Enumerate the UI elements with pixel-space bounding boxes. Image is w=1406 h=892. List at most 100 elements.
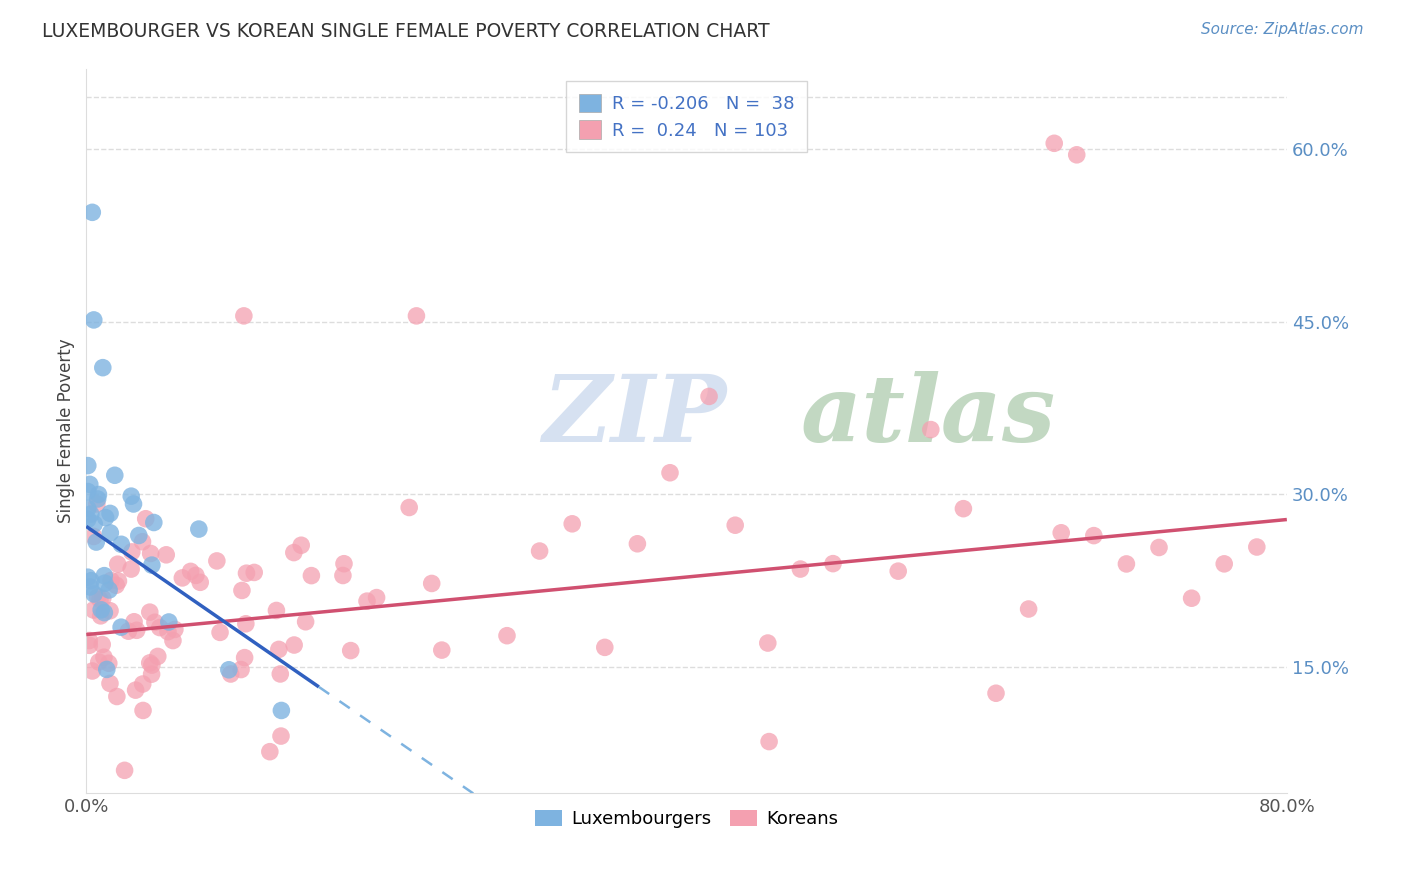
Point [398,500,420,515]
Point [270,703,292,717]
Point [83,516,105,531]
Point [141,667,163,681]
Point [659,466,682,480]
Point [141,658,163,673]
Point [76,512,98,526]
Point [149,621,172,635]
Point [124,683,146,698]
Point [366,591,388,605]
Point [209,625,232,640]
Point [162,633,184,648]
Point [90,608,112,623]
Point [405,309,427,323]
Point [887,564,910,578]
Point [93,650,115,665]
Point [86,497,108,511]
Point [82,205,104,219]
Point [83,603,105,617]
Point [267,642,290,657]
Point [697,389,720,403]
Point [1181,591,1204,606]
Point [821,557,844,571]
Point [97,657,120,671]
Point [758,734,780,748]
Point [125,624,148,638]
Point [76,570,98,584]
Text: ZIP: ZIP [543,371,727,461]
Point [984,686,1007,700]
Point [187,522,209,536]
Point [107,574,129,588]
Point [79,477,101,491]
Point [121,545,143,559]
Point [132,677,155,691]
Point [80,507,103,521]
Point [91,591,114,606]
Point [93,606,115,620]
Point [93,568,115,582]
Point [98,507,121,521]
Point [229,663,252,677]
Point [1018,602,1040,616]
Point [122,497,145,511]
Point [87,590,110,604]
Point [333,557,356,571]
Point [83,587,105,601]
Point [87,655,110,669]
Point [1147,541,1170,555]
Point [1050,525,1073,540]
Point [82,664,104,678]
Point [96,662,118,676]
Y-axis label: Single Female Poverty: Single Female Poverty [58,339,75,524]
Point [100,574,122,588]
Point [87,487,110,501]
Point [184,568,207,582]
Point [98,525,121,540]
Point [180,565,202,579]
Point [98,604,121,618]
Point [339,643,361,657]
Point [232,309,254,323]
Point [91,360,114,375]
Legend: Luxembourgers, Koreans: Luxembourgers, Koreans [529,802,845,835]
Point [231,583,253,598]
Point [157,615,180,629]
Point [76,458,98,473]
Point [789,562,811,576]
Point [920,423,942,437]
Point [172,571,194,585]
Point [131,534,153,549]
Point [80,574,103,588]
Point [243,566,266,580]
Point [1043,136,1066,151]
Point [79,580,101,594]
Point [90,603,112,617]
Point [593,640,616,655]
Point [139,546,162,560]
Text: atlas: atlas [800,371,1056,461]
Point [235,566,257,581]
Point [128,528,150,542]
Point [290,538,312,552]
Point [132,703,155,717]
Point [98,676,121,690]
Point [724,518,747,533]
Point [235,616,257,631]
Point [105,690,128,704]
Point [283,638,305,652]
Point [84,535,107,549]
Point [756,636,779,650]
Point [1083,528,1105,542]
Point [86,491,108,506]
Point [135,512,157,526]
Point [1213,557,1236,571]
Point [299,568,322,582]
Point [626,537,648,551]
Point [76,501,98,516]
Point [266,603,288,617]
Point [110,620,132,634]
Point [188,575,211,590]
Point [83,313,105,327]
Point [76,484,98,499]
Point [1115,557,1137,571]
